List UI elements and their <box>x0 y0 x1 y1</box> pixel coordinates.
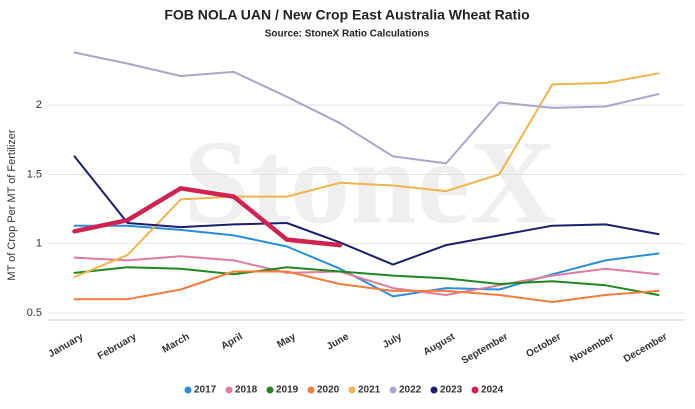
x-tick-label: May <box>275 331 298 350</box>
series-line <box>72 186 343 248</box>
series-line <box>73 224 660 298</box>
chart-subtitle: Source: StoneX Ratio Calculations <box>265 29 430 40</box>
legend-label: 2017 <box>194 385 217 396</box>
series-line <box>73 270 660 303</box>
x-tick-label: January <box>47 331 86 360</box>
chart-title: FOB NOLA UAN / New Crop East Australia W… <box>164 7 529 23</box>
legend-marker <box>307 386 315 394</box>
x-tick-label: November <box>568 331 616 365</box>
x-tick-label: February <box>96 331 139 362</box>
x-tick-label: October <box>524 331 563 360</box>
legend-label: 2023 <box>440 385 463 396</box>
legend-marker <box>348 386 356 394</box>
x-tick-label: July <box>381 331 404 351</box>
legend-marker <box>225 386 233 394</box>
x-tick-label: December <box>622 331 669 365</box>
legend-label: 2024 <box>481 385 504 396</box>
legend-marker <box>266 386 274 394</box>
legend-label: 2019 <box>276 385 299 396</box>
series-line <box>73 155 660 266</box>
series-line <box>73 266 660 296</box>
watermark: StoneX <box>183 116 556 249</box>
legend-marker <box>389 386 397 394</box>
legend-label: 2020 <box>317 385 340 396</box>
legend-marker <box>184 386 192 394</box>
series-line <box>73 255 660 296</box>
legend-label: 2022 <box>399 385 422 396</box>
legend-marker <box>471 386 479 394</box>
y-axis-label: MT of Crop Per MT of Fertilizer <box>6 129 18 281</box>
y-tick-label: 1.5 <box>27 168 42 180</box>
legend-label: 2021 <box>358 385 381 396</box>
x-tick-label: June <box>325 331 351 352</box>
x-tick-label: April <box>219 331 244 352</box>
x-tick-label: March <box>161 331 192 355</box>
legend-marker <box>430 386 438 394</box>
x-tick-label: September <box>460 331 510 366</box>
y-tick-label: 1 <box>36 238 42 250</box>
x-tick-label: August <box>422 331 458 358</box>
legend-label: 2018 <box>235 385 258 396</box>
y-tick-label: 2 <box>36 99 42 111</box>
y-tick-label: 0.5 <box>27 307 42 319</box>
series-line <box>73 72 660 278</box>
series-line <box>73 51 660 165</box>
